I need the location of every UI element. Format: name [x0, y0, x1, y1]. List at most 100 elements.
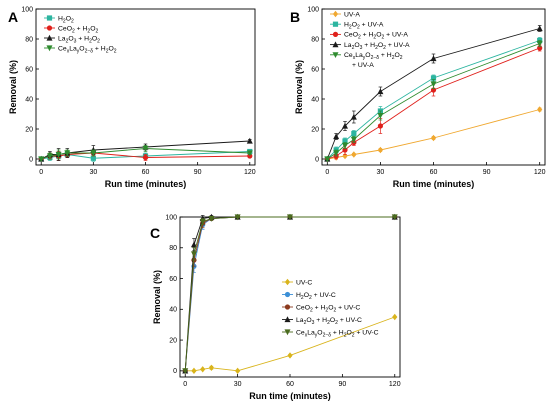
legend-label: H2O2 + UV-A	[344, 22, 384, 31]
data-point	[64, 150, 71, 157]
data-point	[46, 153, 53, 160]
y-tick-label: 100	[165, 214, 177, 221]
legend-entry: H2O2 + UV-C	[282, 292, 336, 301]
data-point	[333, 133, 340, 140]
series-uva	[324, 106, 543, 163]
data-point	[190, 241, 197, 248]
x-tick-label: 120	[534, 169, 546, 176]
x-tick-label: 30	[234, 381, 242, 388]
data-point	[536, 25, 543, 32]
legend-label: H2O2	[58, 15, 74, 24]
x-tick-label: 90	[338, 381, 346, 388]
legend-label: CexLayO2−δ + H2O2 + UV-C	[296, 329, 379, 338]
legend-entry: La2O3 + H2O2 + UV-C	[282, 316, 362, 326]
y-tick-label: 20	[311, 126, 319, 133]
data-point	[430, 55, 437, 62]
series-la2o3_h2o2_uvc	[182, 213, 398, 374]
legend-marker	[332, 21, 339, 27]
x-axis-title: Run time (minutes)	[249, 391, 331, 401]
legend-entry: CeO2 + H2O2	[44, 25, 99, 34]
y-tick-label: 40	[169, 307, 177, 314]
y-tick-label: 40	[25, 96, 33, 103]
data-point	[199, 219, 206, 225]
legend-entry: CexLayO2−δ + H2O2+ UV-A	[330, 52, 403, 69]
data-point	[392, 313, 398, 321]
data-point	[200, 366, 206, 373]
legend-entry: CeO2 + H2O2 + UV-A	[330, 32, 408, 41]
data-point	[377, 146, 384, 154]
data-point	[351, 151, 357, 158]
legend-marker	[46, 34, 53, 41]
legend-entry: CexLayO2−δ + H2O2 + UV-C	[282, 329, 379, 338]
legend-marker	[332, 52, 339, 58]
legend-label: CeO2 + H2O2 + UV-C	[296, 304, 360, 313]
data-point	[350, 113, 357, 120]
x-tick-label: 90	[483, 169, 491, 176]
panel-letter: A	[8, 9, 18, 25]
data-point	[142, 154, 149, 161]
panel-letter: B	[290, 9, 300, 25]
legend-entry: La2O3 + H2O2 + UV-A	[330, 41, 410, 51]
data-point	[191, 367, 197, 375]
y-axis-title: Removal (%)	[8, 60, 18, 114]
y-tick-label: 100	[307, 6, 319, 13]
data-point	[333, 150, 340, 157]
panel-a: A 0 30 60 90 120 0 20 40 60 80 100 Run time (minutes…	[8, 6, 256, 189]
legend-marker	[284, 304, 291, 310]
data-point	[142, 145, 149, 152]
x-tick-label: 120	[389, 381, 401, 388]
data-point	[351, 130, 357, 137]
y-tick-label: 20	[25, 126, 33, 133]
legend-label: La2O3 + H2O2	[58, 35, 100, 44]
x-axis-title: Run time (minutes)	[393, 179, 475, 189]
panel-b: B 0 30 60 90 120 0 20 40 60 80 100 Run time (minutes…	[290, 6, 546, 189]
y-tick-label: 80	[169, 245, 177, 252]
series-celao_h2o2_uva	[324, 40, 543, 163]
data-point	[324, 156, 331, 163]
legend-entry: H2O2 + UV-A	[330, 22, 384, 31]
y-tick-label: 0	[315, 156, 319, 163]
y-tick-label: 60	[25, 66, 33, 73]
legend-entry: H2O2	[44, 15, 74, 24]
legend-entry: UV-C	[282, 278, 312, 286]
data-point	[350, 136, 357, 143]
legend: UV-C H2O2 + UV-C CeO2 + H2O2 + UV-C La2O3 +…	[282, 278, 379, 338]
legend-label: La2O3 + H2O2 + UV-A	[344, 42, 410, 51]
data-point	[55, 151, 62, 158]
data-point	[182, 368, 189, 375]
legend-label: La2O3 + H2O2 + UV-C	[296, 317, 362, 326]
legend-label-continued: + UV-A	[352, 62, 374, 69]
data-point	[377, 112, 384, 119]
data-point	[391, 214, 398, 221]
legend-marker	[284, 278, 291, 286]
data-point	[90, 155, 96, 161]
legend-label: H2O2 + UV-C	[296, 292, 336, 301]
legend-marker	[46, 25, 53, 31]
data-point	[90, 150, 97, 157]
data-point	[234, 214, 241, 221]
legend-marker	[332, 31, 339, 37]
data-point	[190, 251, 197, 258]
y-tick-label: 80	[25, 36, 33, 43]
plot-frame	[35, 8, 256, 166]
x-tick-label: 30	[377, 169, 385, 176]
legend-entry: CexLayO2−δ + H2O2	[44, 45, 117, 54]
data-point	[246, 150, 253, 157]
y-tick-label: 20	[169, 337, 177, 344]
x-tick-label: 0	[183, 381, 187, 388]
legend-marker	[284, 316, 291, 323]
y-axis-title: Removal (%)	[152, 270, 162, 324]
legend-entry: La2O3 + H2O2	[44, 34, 100, 44]
data-point	[38, 156, 45, 163]
legend-marker	[284, 329, 291, 336]
y-tick-label: 100	[21, 6, 33, 13]
legend-label: UV-C	[296, 279, 312, 286]
data-point	[208, 215, 215, 222]
legend-marker	[284, 291, 291, 298]
legend-marker	[46, 15, 53, 21]
panel-letter: C	[150, 225, 160, 241]
data-point	[430, 134, 437, 142]
legend-label: CexLayO2−δ + H2O2	[58, 45, 117, 54]
legend-marker	[46, 45, 53, 52]
